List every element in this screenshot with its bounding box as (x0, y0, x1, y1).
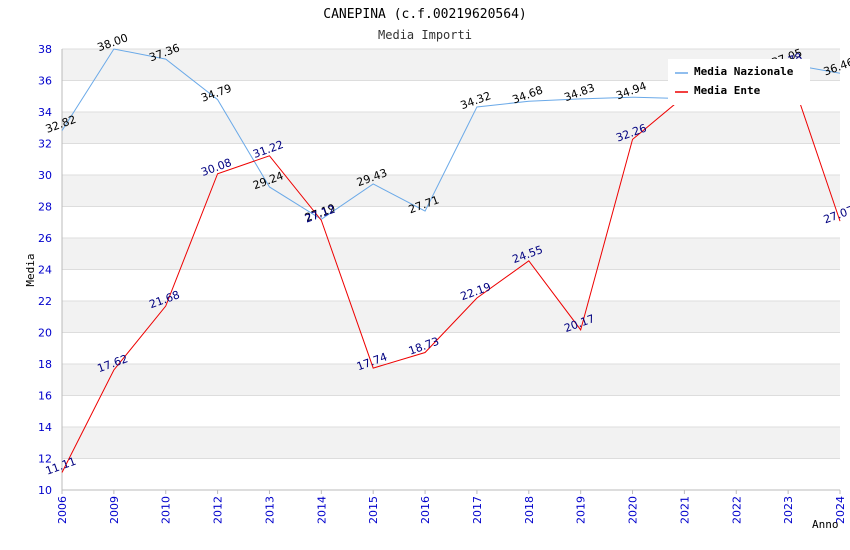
x-tick-label: 2010 (160, 496, 173, 524)
legend: Media Nazionale Media Ente (668, 59, 810, 105)
y-tick-label: 16 (38, 390, 52, 403)
plot-background-bands (62, 49, 840, 490)
x-tick-label: 2012 (212, 496, 225, 524)
x-axis-ticks: 2006 2009 2010 2012 2013 2014 2015 2016 2017 2018… (56, 490, 847, 524)
x-tick-label: 2013 (263, 496, 276, 524)
y-tick-label: 24 (38, 264, 52, 277)
plot-band (62, 458, 840, 490)
y-tick-label: 26 (38, 232, 52, 245)
x-tick-label: 2006 (56, 496, 69, 524)
y-tick-label: 10 (38, 484, 52, 497)
x-tick-label: 2009 (108, 496, 121, 524)
gridlines (61, 48, 840, 491)
x-tick-label: 2022 (730, 496, 743, 524)
y-tick-label: 28 (38, 201, 52, 214)
plot-band (62, 364, 840, 396)
plot-band (62, 332, 840, 364)
legend-box (668, 59, 810, 105)
plot-band (62, 112, 840, 144)
x-tick-label: 2020 (627, 496, 640, 524)
x-tick-label: 2017 (471, 496, 484, 524)
x-tick-label: 2021 (678, 496, 691, 524)
y-tick-label: 14 (38, 421, 52, 434)
x-tick-label: 2018 (523, 496, 536, 524)
y-tick-label: 32 (38, 138, 52, 151)
plot-band (62, 206, 840, 238)
y-tick-label: 22 (38, 295, 52, 308)
y-tick-label: 36 (38, 75, 52, 88)
chart-subtitle: Media Importi (378, 28, 472, 42)
plot-band (62, 238, 840, 270)
y-tick-label: 30 (38, 169, 52, 182)
chart-title: CANEPINA (c.f.00219620564) (323, 7, 527, 22)
plot-band (62, 175, 840, 207)
plot-band (62, 301, 840, 333)
x-axis-label: Anno (812, 518, 839, 531)
x-tick-label: 2016 (419, 496, 432, 524)
legend-label-media-nazionale: Media Nazionale (694, 65, 794, 78)
y-axis-ticks: 10 12 14 16 18 20 22 24 26 28 30 32 34 36 38 (38, 43, 52, 497)
plot-band (62, 269, 840, 301)
x-tick-label: 2024 (834, 496, 847, 524)
y-tick-label: 38 (38, 43, 52, 56)
x-tick-label: 2014 (315, 496, 328, 524)
plot-band (62, 395, 840, 427)
y-tick-label: 34 (38, 106, 52, 119)
x-tick-label: 2015 (367, 496, 380, 524)
y-axis-label: Media (24, 253, 37, 286)
legend-label-media-ente: Media Ente (694, 84, 761, 97)
x-tick-label: 2019 (575, 496, 588, 524)
x-tick-label: 2023 (782, 496, 795, 524)
y-tick-label: 12 (38, 453, 52, 466)
y-tick-label: 20 (38, 327, 52, 340)
y-tick-label: 18 (38, 358, 52, 371)
plot-band (62, 427, 840, 459)
